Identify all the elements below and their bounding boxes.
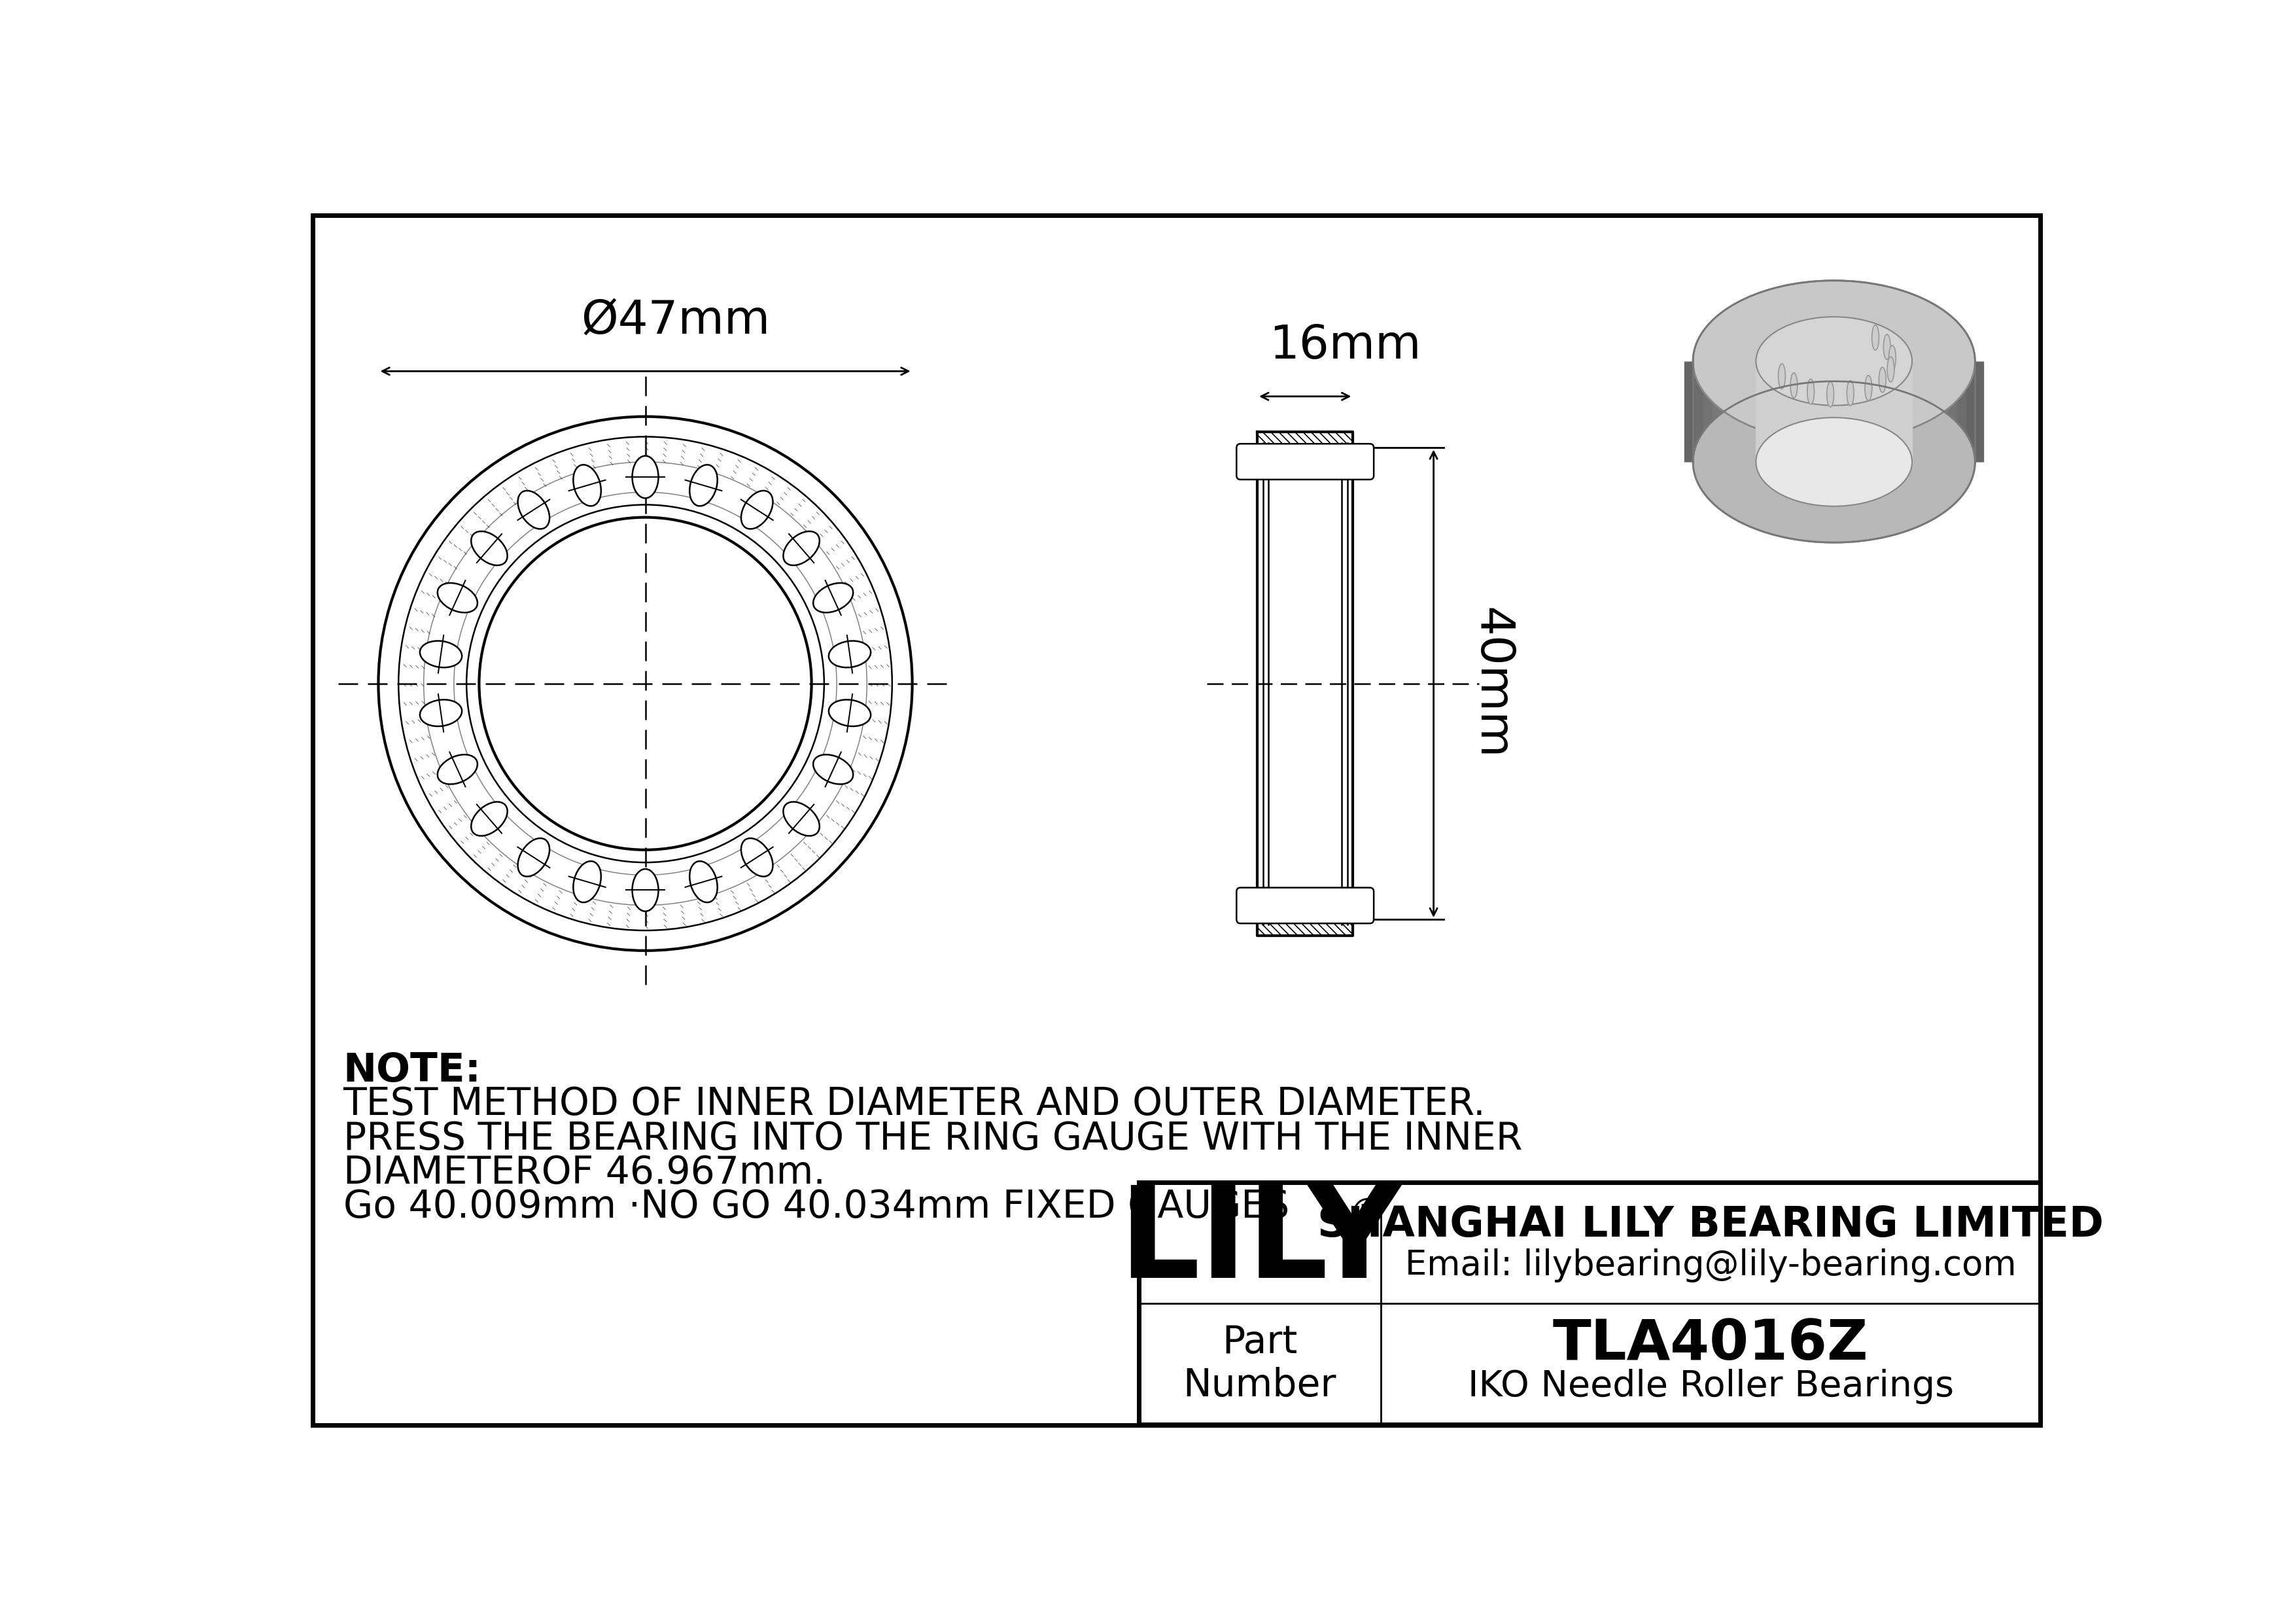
Text: TLA4016Z: TLA4016Z	[1552, 1317, 1869, 1372]
Text: SHANGHAI LILY BEARING LIMITED: SHANGHAI LILY BEARING LIMITED	[1318, 1205, 2103, 1246]
Ellipse shape	[1756, 317, 1913, 406]
Ellipse shape	[1779, 364, 1786, 388]
Ellipse shape	[1871, 325, 1878, 351]
Ellipse shape	[1692, 382, 1975, 542]
Text: Email: lilybearing@lily-bearing.com: Email: lilybearing@lily-bearing.com	[1405, 1249, 2016, 1283]
Ellipse shape	[783, 531, 820, 565]
Text: Part
Number: Part Number	[1182, 1324, 1336, 1405]
Text: TEST METHOD OF INNER DIAMETER AND OUTER DIAMETER.: TEST METHOD OF INNER DIAMETER AND OUTER …	[342, 1085, 1486, 1122]
Ellipse shape	[1887, 357, 1894, 382]
Ellipse shape	[631, 456, 659, 499]
Ellipse shape	[574, 861, 602, 903]
Polygon shape	[1756, 361, 1913, 461]
Text: Ø47mm: Ø47mm	[581, 299, 769, 344]
Ellipse shape	[689, 861, 716, 903]
Text: ®: ®	[1348, 1197, 1387, 1234]
Ellipse shape	[1846, 380, 1853, 406]
Ellipse shape	[1883, 335, 1890, 359]
Ellipse shape	[420, 700, 461, 726]
Ellipse shape	[1890, 346, 1896, 370]
Ellipse shape	[829, 700, 870, 726]
Ellipse shape	[519, 490, 549, 529]
Ellipse shape	[1692, 281, 1975, 442]
Ellipse shape	[439, 583, 478, 612]
Ellipse shape	[519, 838, 549, 877]
Text: NOTE:: NOTE:	[342, 1051, 482, 1090]
Text: PRESS THE BEARING INTO THE RING GAUGE WITH THE INNER: PRESS THE BEARING INTO THE RING GAUGE WI…	[342, 1121, 1522, 1158]
Ellipse shape	[471, 531, 507, 565]
Ellipse shape	[829, 641, 870, 667]
Ellipse shape	[742, 838, 774, 877]
Text: 16mm: 16mm	[1270, 323, 1421, 369]
Ellipse shape	[439, 755, 478, 784]
Ellipse shape	[1864, 375, 1871, 401]
Ellipse shape	[813, 583, 854, 612]
Text: IKO Needle Roller Bearings: IKO Needle Roller Bearings	[1467, 1369, 1954, 1405]
FancyBboxPatch shape	[1238, 888, 1373, 924]
Ellipse shape	[689, 464, 716, 507]
Ellipse shape	[742, 490, 774, 529]
Ellipse shape	[1756, 417, 1913, 507]
Ellipse shape	[574, 464, 602, 507]
Ellipse shape	[783, 802, 820, 836]
FancyBboxPatch shape	[1238, 443, 1373, 479]
Ellipse shape	[1807, 378, 1814, 404]
Ellipse shape	[471, 802, 507, 836]
Text: Go 40.009mm ·NO GO 40.034mm FIXED GAUGES: Go 40.009mm ·NO GO 40.034mm FIXED GAUGES	[342, 1189, 1288, 1226]
Ellipse shape	[1828, 382, 1835, 408]
Ellipse shape	[1878, 367, 1885, 393]
Text: LILY: LILY	[1118, 1181, 1401, 1304]
Text: 40mm: 40mm	[1469, 607, 1513, 760]
Ellipse shape	[1791, 374, 1798, 398]
Ellipse shape	[631, 869, 659, 911]
Ellipse shape	[420, 641, 461, 667]
Ellipse shape	[813, 755, 854, 784]
Polygon shape	[1692, 361, 1975, 461]
Text: DIAMETEROF 46.967mm.: DIAMETEROF 46.967mm.	[342, 1155, 824, 1192]
